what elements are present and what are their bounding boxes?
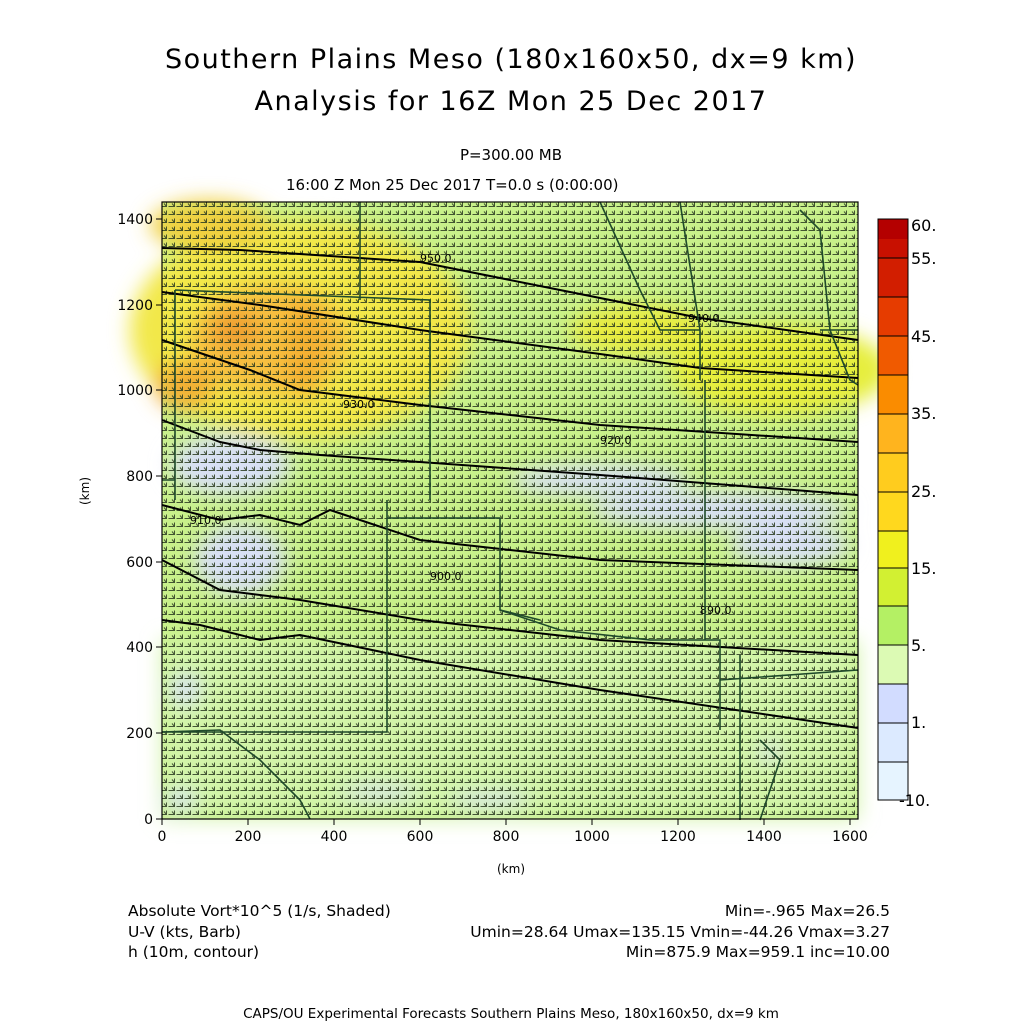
x-tick-label: 0 <box>158 829 167 845</box>
vorticity-shading <box>130 200 890 819</box>
legend-field3: h (10m, contour) <box>128 943 260 961</box>
colorbar-label: 35. <box>911 404 936 423</box>
analysis-title: Analysis for 16Z Mon 25 Dec 2017 <box>254 86 768 117</box>
y-tick-label: 0 <box>144 812 153 828</box>
footer-credit: CAPS/OU Experimental Forecasts Southern … <box>243 1006 779 1022</box>
legend-field3-stats: Min=875.9 Max=959.1 inc=10.00 <box>625 943 890 961</box>
legend-field2: U-V (kts, Barb) <box>128 923 241 941</box>
y-tick-label: 1400 <box>117 212 153 228</box>
colorbar-label: 25. <box>911 482 936 501</box>
pressure-level: P=300.00 MB <box>459 146 563 164</box>
colorbar-labels: 60. 55. 45. 35. 25. 15. 5. 1. -10. <box>899 216 936 810</box>
colorbar-label: -10. <box>899 791 930 810</box>
contour-label-890: 890.0 <box>700 604 732 617</box>
plot-frame <box>161 201 859 820</box>
legend-field2-stats: Umin=28.64 Umax=135.15 Vmin=-44.26 Vmax=… <box>470 923 890 941</box>
colorbar-label: 5. <box>911 636 926 655</box>
state-boundaries <box>161 201 859 821</box>
y-tick-label: 800 <box>126 469 153 485</box>
x-tick-label: 200 <box>235 829 262 845</box>
y-tick-label: 400 <box>126 640 153 656</box>
colorbar <box>877 218 909 801</box>
x-tick-label: 400 <box>321 829 348 845</box>
contour-label-900: 900.0 <box>430 570 462 583</box>
y-tick-labels: 0 200 400 600 800 1000 1200 1400 <box>117 212 153 828</box>
x-axis-label: (km) <box>497 862 526 876</box>
height-contours <box>161 247 859 729</box>
contour-label-950: 950.0 <box>420 252 452 265</box>
valid-time: 16:00 Z Mon 25 Dec 2017 T=0.0 s (0:00:00… <box>286 176 619 194</box>
colorbar-label: 55. <box>911 249 936 268</box>
x-tick-label: 1200 <box>660 829 696 845</box>
axis-ticks <box>156 218 851 825</box>
contour-label-910: 910.0 <box>190 514 222 527</box>
colorbar-label: 45. <box>911 327 936 346</box>
x-tick-label: 600 <box>407 829 434 845</box>
y-tick-label: 600 <box>126 555 153 571</box>
y-tick-label: 200 <box>126 726 153 742</box>
contour-label-930: 930.0 <box>343 398 375 411</box>
y-tick-label: 1200 <box>117 298 153 314</box>
colorbar-label: 15. <box>911 559 936 578</box>
legend-field1: Absolute Vort*10^5 (1/s, Shaded) <box>128 902 391 920</box>
contour-label-920: 920.0 <box>600 434 632 447</box>
y-tick-label: 1000 <box>117 383 153 399</box>
colorbar-label: 1. <box>911 713 926 732</box>
x-tick-label: 1600 <box>832 829 868 845</box>
contour-label-940: 940.0 <box>688 312 720 325</box>
x-tick-label: 1000 <box>574 829 610 845</box>
colorbar-label: 60. <box>911 216 936 235</box>
main-title: Southern Plains Meso (180x160x50, dx=9 k… <box>164 44 858 75</box>
x-tick-label: 800 <box>493 829 520 845</box>
x-tick-labels: 0 200 400 600 800 1000 1200 1400 1600 <box>158 829 868 845</box>
legend-field1-stats: Min=-.965 Max=26.5 <box>724 902 890 920</box>
x-tick-label: 1400 <box>746 829 782 845</box>
